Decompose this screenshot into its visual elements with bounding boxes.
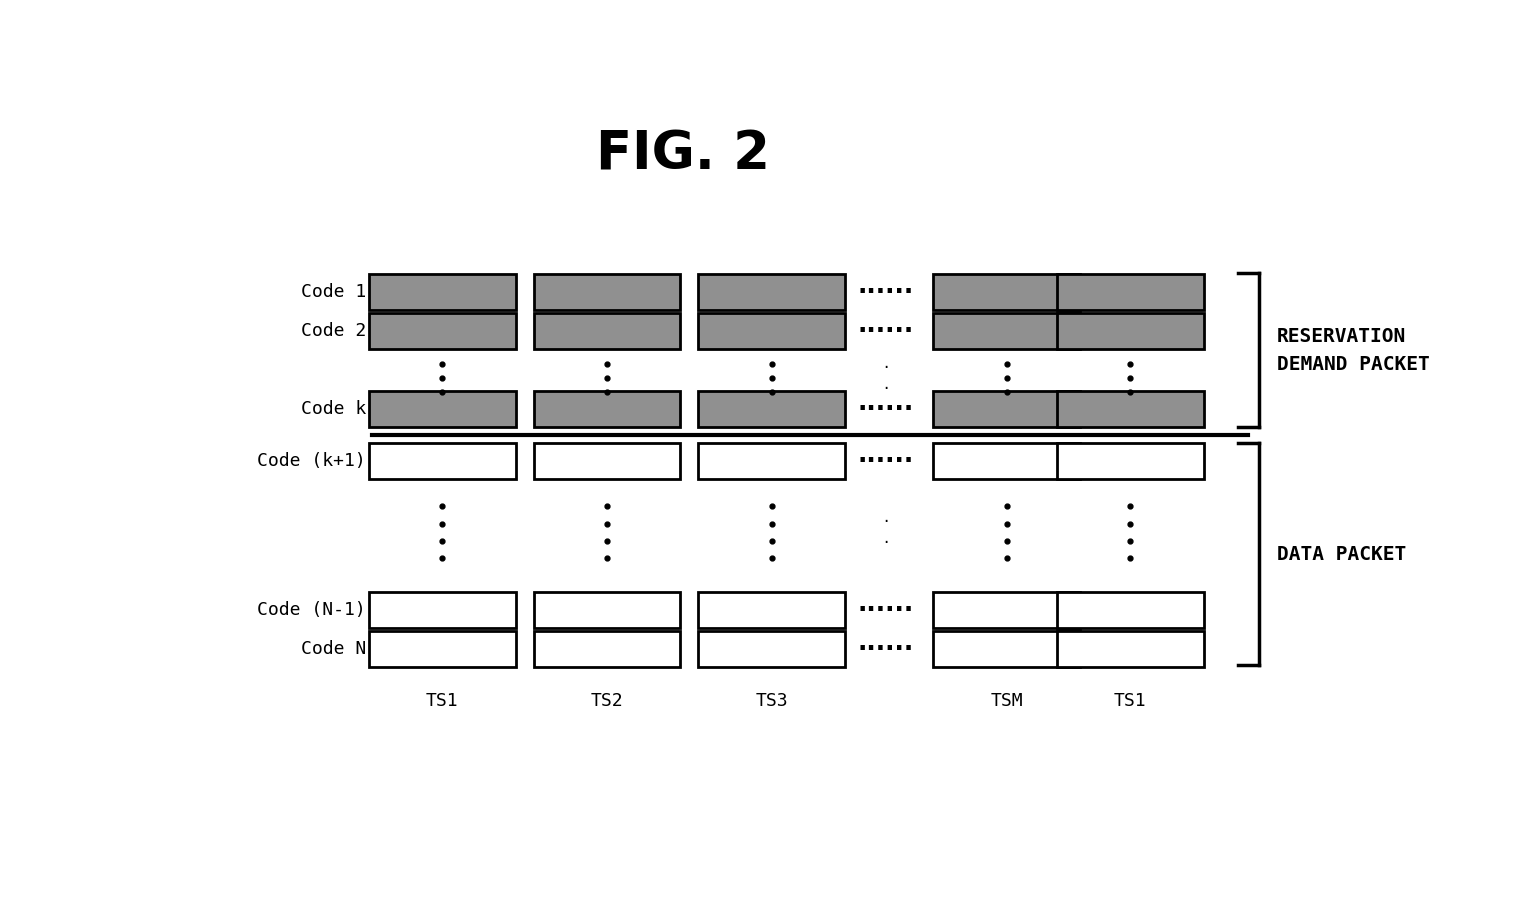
Bar (534, 592, 681, 628)
Bar (698, 592, 845, 628)
Text: TS1: TS1 (1113, 691, 1147, 709)
Text: Code (N-1): Code (N-1) (258, 601, 366, 619)
Text: Code 1: Code 1 (300, 283, 366, 301)
Bar (534, 631, 681, 667)
Text: ······: ······ (857, 280, 913, 303)
Text: FIG. 2: FIG. 2 (596, 129, 771, 181)
Bar (933, 274, 1080, 310)
Bar (933, 444, 1080, 480)
Bar (698, 631, 845, 667)
Text: ······: ······ (857, 398, 913, 421)
Bar (369, 392, 516, 428)
Bar (933, 313, 1080, 349)
Bar (1057, 274, 1203, 310)
Bar (933, 392, 1080, 428)
Bar (698, 392, 845, 428)
Bar (369, 592, 516, 628)
Bar (1057, 592, 1203, 628)
Bar (369, 313, 516, 349)
Text: Code N: Code N (300, 640, 366, 658)
Bar (369, 631, 516, 667)
Text: TS3: TS3 (755, 691, 787, 709)
Text: RESERVATION
DEMAND PACKET: RESERVATION DEMAND PACKET (1277, 327, 1431, 374)
Bar (369, 274, 516, 310)
Bar (534, 444, 681, 480)
Text: Code (k+1): Code (k+1) (258, 453, 366, 471)
Bar (933, 592, 1080, 628)
Text: ······: ······ (857, 636, 913, 661)
Text: TSM: TSM (991, 691, 1022, 709)
Text: ······: ······ (857, 320, 913, 343)
Bar (369, 444, 516, 480)
Text: ·
·: · · (883, 359, 889, 398)
Text: ·
·: · · (883, 513, 889, 552)
Text: ······: ······ (857, 449, 913, 473)
Bar (698, 313, 845, 349)
Text: TS2: TS2 (590, 691, 623, 709)
Bar (1057, 313, 1203, 349)
Bar (534, 392, 681, 428)
Bar (698, 274, 845, 310)
Text: ······: ······ (857, 598, 913, 623)
Bar (1057, 631, 1203, 667)
Bar (698, 444, 845, 480)
Text: DATA PACKET: DATA PACKET (1277, 545, 1406, 564)
Bar (534, 274, 681, 310)
Bar (933, 631, 1080, 667)
Bar (1057, 392, 1203, 428)
Bar (534, 313, 681, 349)
Text: TS1: TS1 (426, 691, 458, 709)
Text: Code 2: Code 2 (300, 322, 366, 340)
Text: Code k: Code k (300, 400, 366, 418)
Bar (1057, 444, 1203, 480)
